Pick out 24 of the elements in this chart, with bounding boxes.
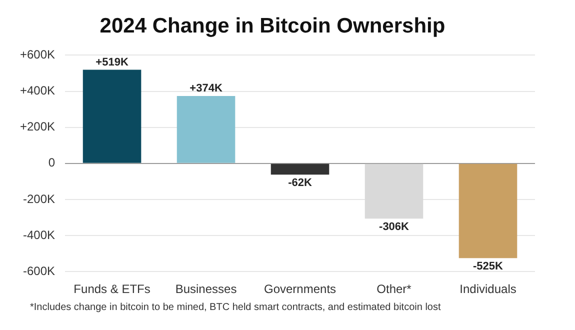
x-tick-label: Other*	[376, 282, 412, 296]
y-tick-label: -400K	[23, 228, 56, 242]
bar	[82, 70, 142, 163]
data-label: -306K	[379, 221, 410, 234]
bar	[364, 164, 424, 219]
bar	[458, 164, 518, 258]
data-label: +374K	[190, 82, 222, 94]
chart-title: 2024 Change in Bitcoin Ownership	[100, 14, 446, 38]
text: *Includes change in bitcoin to be mined, BTC held smart contracts, and estimated bitcoin lost	[30, 302, 441, 313]
x-tick-label: Businesses	[175, 282, 237, 296]
bar	[176, 96, 236, 163]
y-tick-label: +600K	[20, 48, 56, 62]
y-tick-label: +200K	[20, 120, 56, 134]
y-tick-label: 0	[48, 156, 56, 170]
y-tick-label: +400K	[20, 84, 56, 98]
y-tick-label: -600K	[23, 264, 56, 278]
x-tick-label: Individuals	[460, 282, 516, 296]
x-tick-label: Governments	[264, 282, 336, 296]
data-label: +519K	[96, 56, 128, 68]
x-tick-label: Funds & ETFs	[74, 282, 150, 296]
data-label: -62K	[288, 177, 312, 190]
bar	[270, 164, 330, 175]
data-label: -525K	[473, 260, 504, 273]
y-tick-label: -200K	[23, 192, 56, 206]
